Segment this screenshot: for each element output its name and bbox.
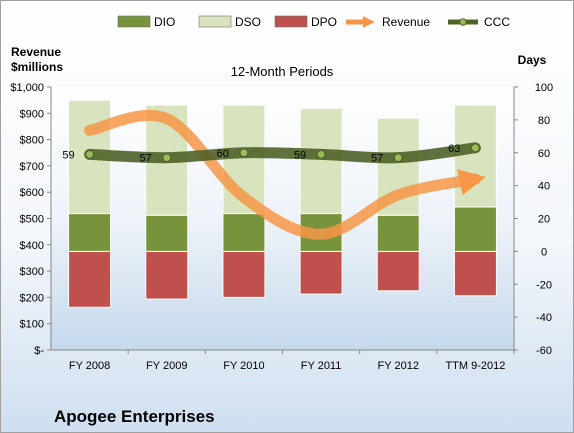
bar-dio: [222, 213, 266, 252]
legend-swatch-dso: [198, 15, 232, 28]
legend-label-dpo: DPO: [311, 15, 337, 29]
bar-dio: [376, 214, 420, 252]
x-tick-label: FY 2008: [69, 360, 110, 372]
bar-dio: [453, 206, 497, 252]
bar-dio: [68, 213, 112, 252]
revenue-line: [84, 109, 486, 240]
bar-dio: [145, 214, 189, 252]
left-axis-title-line2: $millions: [11, 60, 63, 74]
right-tick-label: 100: [535, 82, 553, 94]
x-tick-label: FY 2011: [301, 360, 342, 372]
ccc-data-label: 60: [217, 148, 229, 160]
legend: DIO DSO DPO Revenue CCC: [117, 15, 510, 29]
left-tick-label: $300: [20, 266, 44, 278]
ccc-data-label: 57: [371, 153, 383, 165]
ccc-point: [239, 148, 249, 158]
ccc-data-label: 59: [62, 149, 74, 161]
line-layer: 59 57 60 59 57 63: [62, 109, 486, 240]
bar-dpo: [299, 250, 343, 295]
bar-dpo: [453, 250, 497, 297]
right-axis-title: Days: [518, 53, 547, 67]
legend-swatch-dio: [117, 15, 151, 28]
ccc-data-label: 63: [448, 143, 460, 155]
x-tick-label: TTM 9-2012: [445, 360, 505, 372]
legend-swatch-dpo: [274, 15, 308, 28]
ccc-line: [84, 142, 481, 164]
right-tick-label: -40: [536, 312, 552, 324]
left-axis-title-line1: Revenue: [11, 45, 61, 59]
right-tick-label: -60: [536, 345, 552, 357]
company-name: Apogee Enterprises: [54, 407, 215, 426]
bar-dpo: [68, 250, 112, 308]
axes: $- $100 $200 $300 $400 $500 $600 $700 $800 $900 $1…: [10, 82, 553, 372]
legend-label-dio: DIO: [154, 15, 175, 29]
right-tick-label: 80: [538, 115, 550, 127]
x-tick-label: FY 2010: [223, 360, 264, 372]
ccc-data-label: 57: [140, 153, 152, 165]
legend-marker-ccc: [459, 18, 467, 26]
right-tick-label: 20: [538, 214, 550, 226]
legend-label-revenue: Revenue: [382, 15, 430, 29]
left-tick-label: $600: [20, 187, 44, 199]
right-tick-label: 0: [541, 246, 547, 258]
right-tick-label: -20: [536, 279, 552, 291]
ccc-data-label: 59: [294, 149, 306, 161]
x-tick-label: FY 2009: [146, 360, 187, 372]
left-tick-label: $100: [20, 319, 44, 331]
plot-title: 12-Month Periods: [231, 64, 334, 79]
right-tick-label: 60: [538, 148, 550, 160]
ccc-point: [84, 149, 95, 159]
bar-dpo: [376, 250, 420, 292]
ccc-point: [316, 149, 326, 159]
left-tick-label: $900: [20, 108, 44, 120]
left-tick-label: $1,000: [10, 82, 44, 94]
ccc-point: [393, 153, 403, 163]
bar-dso: [453, 104, 497, 208]
bar-dso: [299, 107, 343, 215]
left-tick-label: $700: [20, 161, 44, 173]
left-tick-label: $200: [20, 292, 44, 304]
legend-label-ccc: CCC: [484, 15, 510, 29]
ccc-point: [162, 153, 172, 163]
legend-label-dso: DSO: [235, 15, 261, 29]
left-tick-label: $800: [20, 135, 44, 147]
bar-dpo: [222, 250, 266, 298]
left-tick-label: $400: [20, 240, 44, 252]
left-tick-label: $500: [20, 214, 44, 226]
x-tick-label: FY 2012: [378, 360, 419, 372]
ccc-point: [470, 143, 481, 153]
bar-dpo: [145, 250, 189, 300]
right-tick-label: 40: [538, 181, 550, 193]
left-tick-label: $-: [34, 345, 44, 357]
